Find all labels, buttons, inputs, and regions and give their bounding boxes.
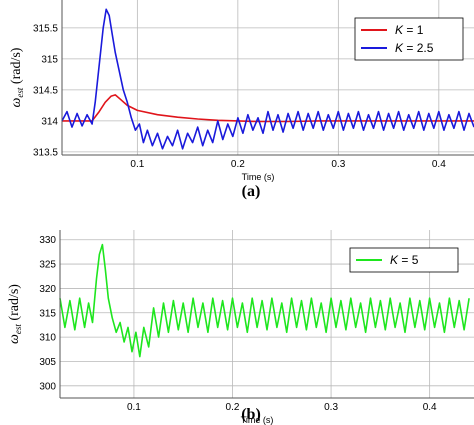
panel-label: (a) [242, 183, 261, 200]
y-tick-label: 300 [39, 381, 56, 392]
y-tick-label: 330 [39, 235, 56, 246]
x-tick-label: 0.4 [432, 159, 446, 170]
series-line-1 [61, 8, 474, 150]
y-tick-label: 310 [39, 333, 56, 344]
x-axis-label: Time (s) [242, 172, 275, 182]
y-axis-label: ωest (rad/s) [9, 47, 25, 107]
x-tick-label: 0.1 [130, 159, 144, 170]
y-axis-label: ωest (rad/s) [7, 284, 23, 344]
y-tick-label: 305 [39, 357, 56, 368]
y-tick-label: 320 [39, 284, 56, 295]
legend-entry: K = 1 [395, 23, 424, 37]
legend: K = 5 [349, 247, 459, 273]
x-tick-label: 0.4 [423, 402, 437, 413]
legend-entry: K = 2.5 [395, 41, 434, 55]
x-tick-label: 0.3 [331, 159, 345, 170]
x-tick-label: 0.3 [324, 402, 338, 413]
legend-box [354, 17, 464, 61]
y-tick-label: 315.5 [33, 23, 58, 34]
panel-label: (b) [241, 406, 261, 423]
legend-entry: K = 5 [390, 253, 419, 267]
y-tick-label: 314.5 [33, 85, 58, 96]
legend: K = 1 K = 2.5 [354, 17, 464, 61]
series-line-0 [62, 94, 474, 123]
x-tick-label: 0.1 [127, 402, 141, 413]
y-tick-label: 325 [39, 260, 56, 271]
y-tick-label: 313.5 [33, 147, 58, 158]
x-axis-label: Time (s) [241, 415, 274, 425]
y-tick-label: 314 [41, 116, 58, 127]
chart-a: 0.1 0.2 0.3 0.4 313.5 314 314.5 315 315.5 Time (s… [9, 0, 474, 200]
series-line-0 [59, 243, 470, 358]
chart-b: 0.1 0.2 0.3 0.4 300 305 310 315 320 325 330 Time (s… [7, 230, 474, 425]
x-tick-label: 0.2 [231, 159, 245, 170]
y-tick-label: 315 [41, 54, 58, 65]
y-tick-label: 315 [39, 308, 56, 319]
x-tick-label: 0.2 [226, 402, 240, 413]
